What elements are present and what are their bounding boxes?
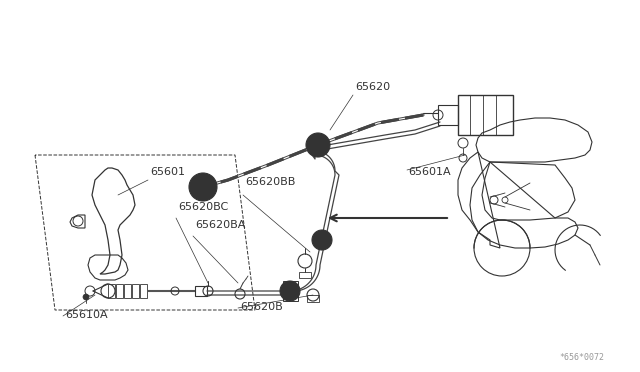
Circle shape	[280, 281, 300, 301]
Circle shape	[312, 230, 332, 250]
Circle shape	[189, 173, 217, 201]
Text: 65620BC: 65620BC	[178, 202, 228, 212]
Text: 65610A: 65610A	[65, 310, 108, 320]
Text: 65620BB: 65620BB	[245, 177, 296, 187]
Circle shape	[306, 133, 330, 157]
Text: 65601A: 65601A	[408, 167, 451, 177]
Text: 65620BA: 65620BA	[195, 220, 245, 230]
Circle shape	[83, 294, 89, 300]
Text: *656*0072: *656*0072	[559, 353, 605, 362]
Text: 65620: 65620	[355, 82, 390, 92]
Text: 65601: 65601	[150, 167, 185, 177]
Text: 65620B: 65620B	[240, 302, 283, 312]
